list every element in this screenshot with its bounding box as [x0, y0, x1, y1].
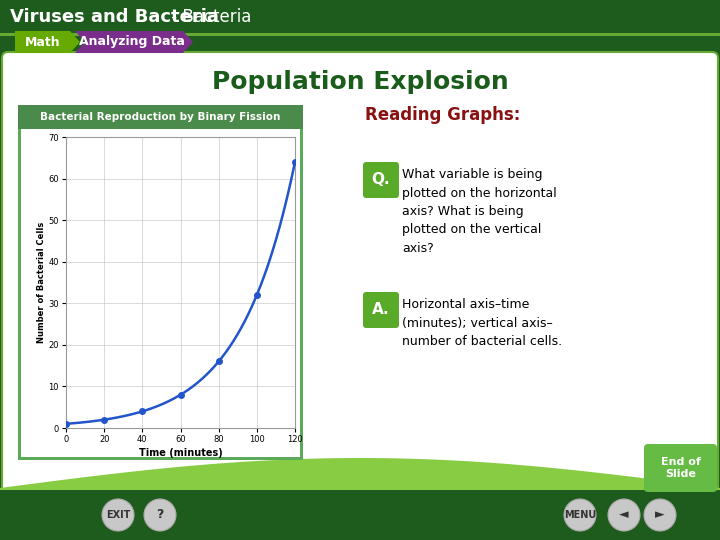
- Polygon shape: [75, 31, 193, 53]
- Bar: [21, 129, 300, 457]
- Text: Analyzing Data: Analyzing Data: [79, 36, 185, 49]
- Bar: [0, 33, 720, 36]
- Bar: [18, 105, 303, 129]
- Text: Population Explosion: Population Explosion: [212, 70, 508, 94]
- Circle shape: [608, 499, 640, 531]
- FancyBboxPatch shape: [644, 444, 717, 492]
- Text: ►: ►: [655, 509, 665, 522]
- Y-axis label: Number of Bacterial Cells: Number of Bacterial Cells: [37, 222, 45, 343]
- Text: End of
Slide: End of Slide: [660, 457, 701, 479]
- Text: What variable is being
plotted on the horizontal
axis? What is being
plotted on : What variable is being plotted on the ho…: [402, 168, 557, 255]
- Text: - Bacteria: - Bacteria: [166, 8, 251, 26]
- Text: ◄: ◄: [619, 509, 629, 522]
- Text: MENU: MENU: [564, 510, 596, 520]
- Circle shape: [644, 499, 676, 531]
- Text: Reading Graphs:: Reading Graphs:: [365, 106, 521, 124]
- Circle shape: [564, 499, 596, 531]
- Text: Bacterial Reproduction by Binary Fission: Bacterial Reproduction by Binary Fission: [40, 112, 281, 122]
- Text: EXIT: EXIT: [106, 510, 130, 520]
- Text: Math: Math: [24, 36, 60, 49]
- FancyBboxPatch shape: [363, 292, 399, 328]
- Bar: [18, 105, 303, 460]
- FancyBboxPatch shape: [2, 52, 718, 494]
- Bar: [0, 490, 720, 540]
- Polygon shape: [0, 458, 720, 540]
- Text: A.: A.: [372, 302, 390, 318]
- Text: Q.: Q.: [372, 172, 390, 187]
- Bar: [0, 0, 720, 33]
- Circle shape: [102, 499, 134, 531]
- Circle shape: [144, 499, 176, 531]
- Text: Viruses and Bacteria: Viruses and Bacteria: [10, 8, 219, 26]
- Text: ?: ?: [156, 509, 163, 522]
- Polygon shape: [15, 31, 80, 53]
- FancyBboxPatch shape: [363, 162, 399, 198]
- Text: Horizontal axis–time
(minutes); vertical axis–
number of bacterial cells.: Horizontal axis–time (minutes); vertical…: [402, 298, 562, 348]
- X-axis label: Time (minutes): Time (minutes): [139, 448, 222, 458]
